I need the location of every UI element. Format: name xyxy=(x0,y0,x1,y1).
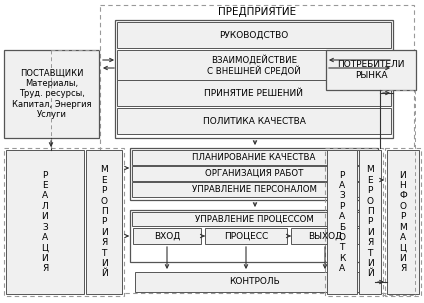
Bar xyxy=(291,228,359,244)
Text: ВХОД: ВХОД xyxy=(154,231,180,241)
Text: И
Н
Ф
О
Р
М
А
Ц
И
Я: И Н Ф О Р М А Ц И Я xyxy=(399,171,407,273)
Text: ПОТРЕБИТЕЛИ
РЫНКА: ПОТРЕБИТЕЛИ РЫНКА xyxy=(337,60,405,80)
Bar xyxy=(117,22,391,48)
Text: ПРЕДПРИЯТИЕ: ПРЕДПРИЯТИЕ xyxy=(218,7,296,17)
Bar xyxy=(359,150,381,294)
Bar xyxy=(132,182,376,197)
Text: Р
Е
А
Л
И
З
А
Ц
И
Я: Р Е А Л И З А Ц И Я xyxy=(42,171,48,273)
Bar xyxy=(133,228,201,244)
Bar xyxy=(4,50,99,138)
Bar xyxy=(130,210,378,262)
Bar xyxy=(385,148,421,296)
Text: ПРИНЯТИЕ РЕШЕНИЙ: ПРИНЯТИЕ РЕШЕНИЙ xyxy=(204,88,304,98)
Bar xyxy=(326,50,416,90)
Bar xyxy=(387,150,419,294)
Text: ПОЛИТИКА КАЧЕСТВА: ПОЛИТИКА КАЧЕСТВА xyxy=(203,116,305,125)
Bar xyxy=(86,150,122,294)
Text: УПРАВЛЕНИЕ ПЕРСОНАЛОМ: УПРАВЛЕНИЕ ПЕРСОНАЛОМ xyxy=(192,185,316,194)
Bar xyxy=(132,212,376,226)
Bar xyxy=(327,150,357,294)
Text: Р
А
З
Р
А
Б
О
Т
К
А: Р А З Р А Б О Т К А xyxy=(338,171,346,273)
Bar xyxy=(117,50,391,80)
Bar xyxy=(6,150,84,294)
Text: КОНТРОЛЬ: КОНТРОЛЬ xyxy=(230,278,280,287)
Text: РУКОВОДСТВО: РУКОВОДСТВО xyxy=(219,31,289,39)
Text: М
Е
Р
О
П
Р
И
Я
Т
И
Й: М Е Р О П Р И Я Т И Й xyxy=(366,165,374,278)
Bar xyxy=(205,228,287,244)
Text: ВЗАИМОДЕЙСТВИЕ
С ВНЕШНЕЙ СРЕДОЙ: ВЗАИМОДЕЙСТВИЕ С ВНЕШНЕЙ СРЕДОЙ xyxy=(207,54,301,76)
Bar xyxy=(132,166,376,181)
Text: ПЛАНИРОВАНИЕ КАЧЕСТВА: ПЛАНИРОВАНИЕ КАЧЕСТВА xyxy=(192,153,316,162)
Text: УПРАВЛЕНИЕ ПРОЦЕССОМ: УПРАВЛЕНИЕ ПРОЦЕССОМ xyxy=(195,215,313,224)
Text: М
Е
Р
О
П
Р
И
Я
Т
И
Й: М Е Р О П Р И Я Т И Й xyxy=(100,165,108,278)
Text: ВЫХОД: ВЫХОД xyxy=(308,231,342,241)
Text: ОРГАНИЗАЦИЯ РАБОТ: ОРГАНИЗАЦИЯ РАБОТ xyxy=(205,169,303,178)
Bar xyxy=(325,148,383,296)
Text: ПРОЦЕСС: ПРОЦЕСС xyxy=(224,231,268,241)
Bar xyxy=(130,148,378,200)
Bar xyxy=(4,148,124,296)
Bar xyxy=(135,272,375,292)
Bar xyxy=(100,5,414,293)
Bar xyxy=(117,108,391,134)
Bar xyxy=(117,80,391,106)
Text: ПОСТАВЩИКИ
Материалы,
Труд. ресурсы,
Капитал, Энергия
Услуги: ПОСТАВЩИКИ Материалы, Труд. ресурсы, Кап… xyxy=(12,69,91,119)
Bar xyxy=(132,150,376,165)
Bar xyxy=(115,20,393,138)
